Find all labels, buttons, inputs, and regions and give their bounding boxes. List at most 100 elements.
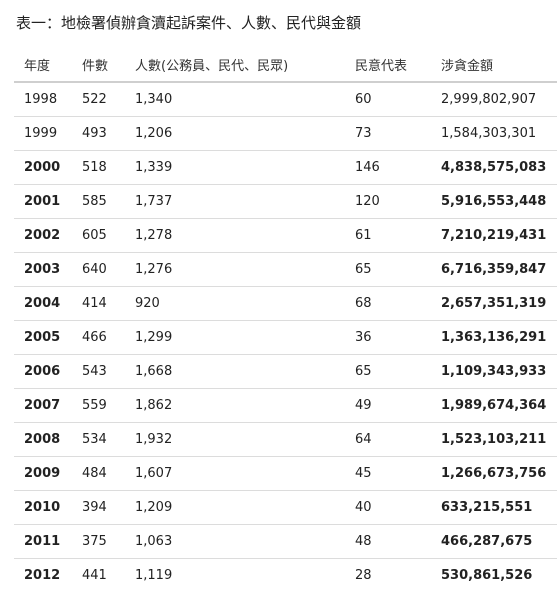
cell-year: 2009 bbox=[14, 456, 72, 491]
table-row: 2000 518 1,339 146 4,838,575,083 bbox=[14, 150, 557, 185]
cell-representatives: 48 bbox=[345, 524, 431, 559]
cell-year: 2003 bbox=[14, 252, 72, 287]
cell-cases: 414 bbox=[72, 286, 125, 321]
cell-representatives: 65 bbox=[345, 354, 431, 389]
cell-cases: 375 bbox=[72, 524, 125, 559]
cell-amount: 1,989,674,364 bbox=[431, 388, 557, 423]
table-row: 2009 484 1,607 45 1,266,673,756 bbox=[14, 456, 557, 491]
cell-people: 1,119 bbox=[135, 568, 173, 583]
table-row: 2004 414 920 68 2,657,351,319 bbox=[14, 286, 557, 321]
cell-people: 1,063 bbox=[125, 524, 345, 559]
cell-people: 1,299 bbox=[125, 320, 345, 355]
cell-representatives: 146 bbox=[345, 150, 431, 185]
cell-representatives: 40 bbox=[345, 490, 431, 525]
cell-amount: 2,999,802,907 bbox=[431, 82, 557, 117]
header-row: 年度 件數 人數(公務員、民代、民眾) 民意代表 涉貪金額 bbox=[14, 48, 557, 83]
cell-amount: 1,363,136,291 bbox=[431, 320, 557, 355]
header-people: 人數(公務員、民代、民眾) bbox=[125, 48, 345, 83]
cell-representatives: 61 bbox=[345, 218, 431, 253]
cell-amount: 1,523,103,211 bbox=[431, 422, 557, 457]
cell-cases: 394 bbox=[72, 490, 125, 525]
cell-year: 2005 bbox=[14, 320, 72, 355]
cell-year: 2007 bbox=[14, 388, 72, 423]
cell-amount: 6,716,359,847 bbox=[431, 252, 557, 287]
cell-people: 1,339 bbox=[125, 150, 345, 185]
corruption-cases-table: 年度 件數 人數(公務員、民代、民眾) 民意代表 涉貪金額 1998 522 1,3… bbox=[14, 48, 557, 592]
cell-year: 1999 bbox=[14, 116, 72, 151]
cell-representatives: 65 bbox=[345, 252, 431, 287]
cell-representatives: 120 bbox=[345, 184, 431, 219]
cell-people: 1,737 bbox=[125, 184, 345, 219]
table-row: 2006 543 1,668 65 1,109,343,933 bbox=[14, 354, 557, 389]
table-row: 2008 534 1,932 64 1,523,103,211 bbox=[14, 422, 557, 457]
table-header: 年度 件數 人數(公務員、民代、民眾) 民意代表 涉貪金額 bbox=[14, 48, 557, 83]
cell-cases: 640 bbox=[72, 252, 125, 287]
cell-people: 1,278 bbox=[125, 218, 345, 253]
cell-cases: 543 bbox=[72, 354, 125, 389]
cell-year: 2000 bbox=[14, 150, 72, 185]
cell-amount: 1,109,343,933 bbox=[431, 354, 557, 389]
table-row: 2007 559 1,862 49 1,989,674,364 bbox=[14, 388, 557, 423]
cell-representatives: 60 bbox=[345, 82, 431, 117]
header-cases: 件數 bbox=[72, 48, 125, 83]
table-row: 2012 441 1,119 28 530,861,526 bbox=[14, 559, 557, 593]
cell-people: 1,276 bbox=[125, 252, 345, 287]
table-body: 1998 522 1,340 60 2,999,802,907 1999 493 1,206 7… bbox=[14, 82, 557, 592]
cell-people: 1,932 bbox=[125, 422, 345, 457]
cell-year: 2004 bbox=[14, 286, 72, 321]
header-representatives: 民意代表 bbox=[345, 48, 431, 83]
cell-representatives: 49 bbox=[345, 388, 431, 423]
cell-cases: 522 bbox=[72, 82, 125, 117]
cell-people: 920 bbox=[125, 286, 345, 321]
cell-amount: 466,287,675 bbox=[431, 524, 557, 559]
table-row: 2002 605 1,278 61 7,210,219,431 bbox=[14, 218, 557, 253]
cell-amount: 633,215,551 bbox=[431, 490, 557, 525]
cell-amount: 1,584,303,301 bbox=[431, 116, 557, 151]
cell-people: 1,340 bbox=[125, 82, 345, 117]
cell-people: 1,668 bbox=[125, 354, 345, 389]
table-row: 2005 466 1,299 36 1,363,136,291 bbox=[14, 320, 557, 355]
cell-people: 1,862 bbox=[125, 388, 345, 423]
cell-cases: 441 bbox=[82, 568, 107, 583]
cell-year: 2011 bbox=[14, 524, 72, 559]
cell-amount: 530,861,526 bbox=[441, 568, 533, 583]
cell-representatives: 45 bbox=[345, 456, 431, 491]
cell-cases: 585 bbox=[72, 184, 125, 219]
cell-year: 2006 bbox=[14, 354, 72, 389]
cell-amount: 5,916,553,448 bbox=[431, 184, 557, 219]
cell-representatives: 36 bbox=[345, 320, 431, 355]
table-caption: 表一：地檢署偵辦貪瀆起訴案件、人數、民代與金額 bbox=[16, 14, 362, 32]
cell-cases: 493 bbox=[72, 116, 125, 151]
cell-representatives: 64 bbox=[345, 422, 431, 457]
cell-cases: 466 bbox=[72, 320, 125, 355]
table-row: 2010 394 1,209 40 633,215,551 bbox=[14, 490, 557, 525]
cell-representatives: 28 bbox=[355, 568, 372, 583]
cell-amount: 1,266,673,756 bbox=[431, 456, 557, 491]
cell-year: 2002 bbox=[14, 218, 72, 253]
cell-cases: 605 bbox=[72, 218, 125, 253]
table-row: 2001 585 1,737 120 5,916,553,448 bbox=[14, 184, 557, 219]
header-amount: 涉貪金額 bbox=[431, 48, 557, 83]
cell-cases: 534 bbox=[72, 422, 125, 457]
table-row: 2003 640 1,276 65 6,716,359,847 bbox=[14, 252, 557, 287]
cell-year: 2012 bbox=[24, 568, 61, 583]
cell-people: 1,209 bbox=[125, 490, 345, 525]
cell-cases: 559 bbox=[72, 388, 125, 423]
cell-people: 1,607 bbox=[125, 456, 345, 491]
cell-cases: 484 bbox=[72, 456, 125, 491]
cell-representatives: 68 bbox=[345, 286, 431, 321]
cell-year: 2001 bbox=[14, 184, 72, 219]
cell-year: 2010 bbox=[14, 490, 72, 525]
cell-amount: 4,838,575,083 bbox=[431, 150, 557, 185]
cell-representatives: 73 bbox=[345, 116, 431, 151]
cell-year: 1998 bbox=[14, 82, 72, 117]
table-row: 1999 493 1,206 73 1,584,303,301 bbox=[14, 116, 557, 151]
cell-year: 2008 bbox=[14, 422, 72, 457]
cell-amount: 7,210,219,431 bbox=[431, 218, 557, 253]
table-row: 2011 375 1,063 48 466,287,675 bbox=[14, 524, 557, 559]
header-year: 年度 bbox=[14, 48, 72, 83]
cell-people: 1,206 bbox=[125, 116, 345, 151]
table-row: 1998 522 1,340 60 2,999,802,907 bbox=[14, 82, 557, 117]
cell-amount: 2,657,351,319 bbox=[431, 286, 557, 321]
